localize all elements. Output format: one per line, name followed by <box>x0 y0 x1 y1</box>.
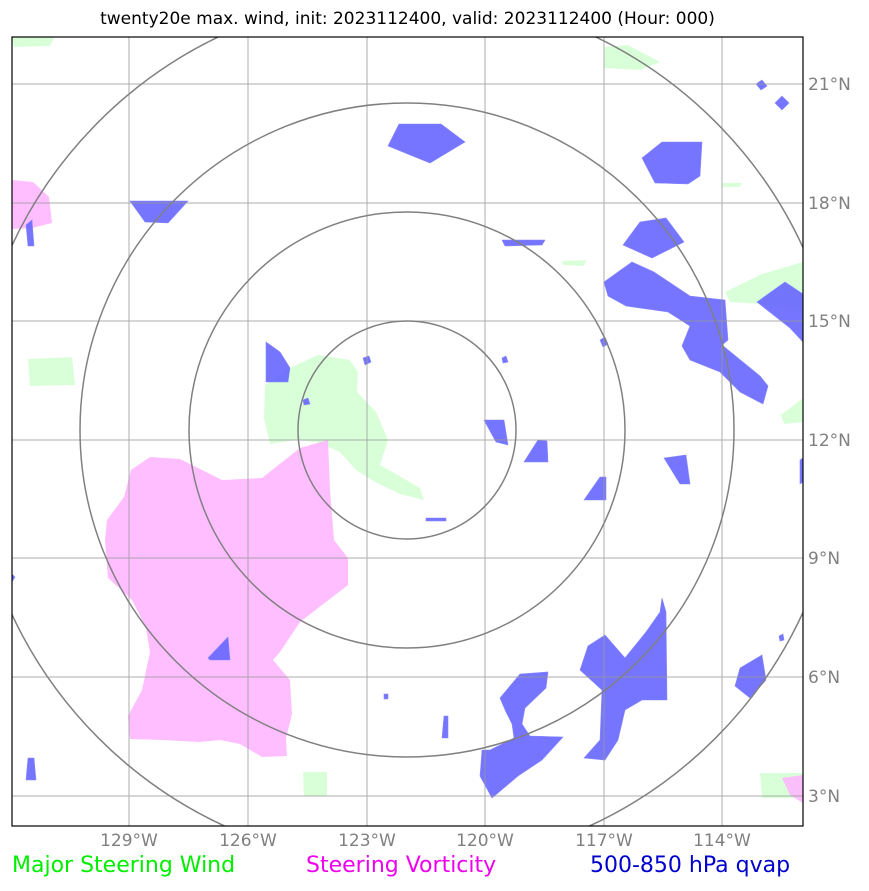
range-ring-1 <box>297 320 517 540</box>
qvap-area <box>265 341 291 383</box>
qvap-area <box>441 715 449 739</box>
lon-tick-label: 117°W <box>575 831 633 851</box>
graticule <box>12 37 803 826</box>
range-rings <box>12 37 803 826</box>
wind-area <box>722 183 742 187</box>
wind-area <box>12 37 55 47</box>
range-ring-3 <box>79 102 735 758</box>
qvap-area <box>663 454 691 485</box>
qvap-area <box>641 141 703 185</box>
map-frame <box>11 36 804 827</box>
qvap-area <box>755 79 768 91</box>
lon-tick-label: 123°W <box>338 831 396 851</box>
wind-area <box>28 357 75 386</box>
qvap-area <box>387 123 466 164</box>
qvap-area <box>756 281 803 343</box>
lat-tick-label: 6°N <box>808 668 840 688</box>
qvap-area <box>383 693 389 700</box>
qvap-area <box>12 573 16 583</box>
wind-area <box>303 772 327 796</box>
qvap-area <box>425 517 447 522</box>
qvap-area <box>501 239 546 247</box>
wind-area <box>562 260 586 266</box>
wind-area <box>264 355 424 500</box>
qvap-area <box>579 597 668 761</box>
lat-tick-label: 12°N <box>808 431 851 451</box>
qvap-area <box>302 397 311 406</box>
qvap-area <box>501 355 509 364</box>
vorticity-area <box>105 440 348 757</box>
qvap-layer <box>12 79 803 799</box>
lat-tick-label: 21°N <box>808 75 851 95</box>
wind-area <box>781 398 803 424</box>
latitude-labels: 21°N 18°N 15°N 12°N 9°N 6°N 3°N <box>808 75 851 807</box>
lon-tick-label: 114°W <box>693 831 751 851</box>
wind-area <box>604 45 660 70</box>
qvap-area <box>483 419 509 446</box>
qvap-area <box>583 476 607 501</box>
qvap-area <box>207 636 231 661</box>
qvap-area <box>25 757 37 781</box>
lon-tick-label: 129°W <box>100 831 158 851</box>
longitude-labels: 129°W 126°W 123°W 120°W 117°W 114°W <box>100 831 751 851</box>
qvap-area <box>799 457 803 485</box>
qvap-area <box>523 439 549 463</box>
steering-vorticity-layer <box>12 180 803 803</box>
lat-tick-label: 9°N <box>808 549 840 569</box>
lon-tick-label: 120°W <box>456 831 514 851</box>
qvap-area <box>25 219 35 247</box>
qvap-area <box>774 95 790 111</box>
lat-tick-label: 3°N <box>808 787 840 807</box>
map-layers <box>12 37 803 826</box>
lon-tick-label: 126°W <box>219 831 277 851</box>
qvap-area <box>778 633 785 642</box>
legend-qvap: 500-850 hPa qvap <box>590 853 791 878</box>
qvap-area <box>129 200 189 224</box>
legend-major-steering-wind: Major Steering Wind <box>12 853 236 878</box>
qvap-area <box>622 217 685 259</box>
qvap-area <box>603 261 769 405</box>
map-title: twenty20e max. wind, init: 2023112400, v… <box>100 9 715 29</box>
legend-steering-vorticity: Steering Vorticity <box>306 853 497 878</box>
lat-tick-label: 15°N <box>808 312 851 332</box>
range-ring-2 <box>188 211 626 649</box>
lat-tick-label: 18°N <box>808 194 851 214</box>
qvap-area <box>479 671 564 799</box>
